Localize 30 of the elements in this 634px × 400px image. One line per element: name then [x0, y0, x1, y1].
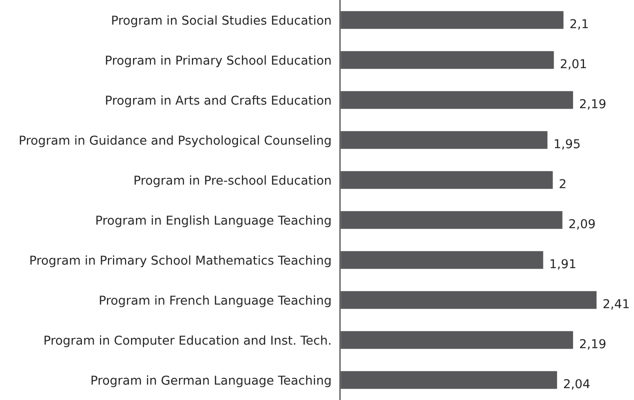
y-tick-label: Program in Pre-school Education [134, 175, 331, 188]
bar [340, 250, 545, 270]
y-tick-label: Program in French Language Teaching [100, 295, 331, 308]
data-label: 1,91 [550, 259, 576, 270]
bar [340, 210, 564, 230]
y-tick-label: Program in Social Studies Education [112, 15, 331, 28]
y-tick-label: Program in English Language Teaching [96, 215, 331, 228]
bar [340, 130, 549, 150]
bar [340, 170, 554, 190]
bar [340, 10, 565, 30]
bar [340, 370, 558, 390]
y-tick-label: Program in Arts and Crafts Education [106, 95, 331, 108]
data-label: 2,19 [580, 99, 606, 110]
data-label: 2,04 [564, 379, 590, 390]
bar [340, 290, 598, 310]
data-label: 2 [560, 179, 566, 188]
data-label: 2,1 [570, 19, 588, 30]
y-tick-label: Program in Primary School Education [106, 55, 331, 68]
data-label: 1,95 [554, 139, 580, 150]
data-label: 2,41 [603, 299, 629, 310]
data-label: 2,01 [560, 59, 586, 70]
y-tick-label: Program in Computer Education and Inst. Tech. [44, 335, 330, 348]
bar [340, 90, 574, 110]
bar [340, 330, 574, 350]
y-tick-label: Program in Primary School Mathematics Teaching [30, 255, 331, 268]
data-label: 2,09 [569, 219, 595, 230]
bar [340, 50, 556, 70]
y-tick-label: Program in Guidance and Psychological Counseling [20, 135, 331, 148]
data-label: 2,19 [580, 339, 606, 350]
y-tick-label: Program in German Language Teaching [92, 375, 331, 388]
